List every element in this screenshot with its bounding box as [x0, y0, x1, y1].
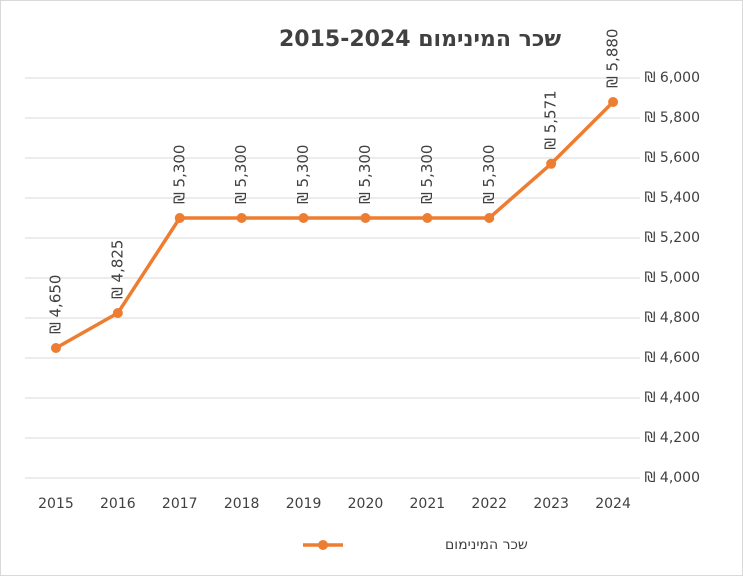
y-tick-label: ₪ 6,000	[644, 70, 700, 86]
y-tick-label: ₪ 5,600	[644, 150, 700, 166]
data-label: ₪ 4,650	[46, 275, 64, 334]
data-label: ₪ 5,300	[294, 145, 312, 204]
point	[112, 308, 123, 318]
data-label: ₪ 5,880	[604, 29, 622, 88]
y-tick-label: ₪ 5,000	[644, 270, 700, 286]
series-line	[55, 100, 615, 350]
point	[50, 343, 61, 353]
point	[608, 97, 619, 107]
y-tick-label: ₪ 4,200	[644, 430, 700, 446]
x-tick-label: 2022	[471, 496, 507, 512]
point	[174, 213, 185, 223]
data-label: ₪ 5,300	[480, 145, 498, 204]
legend-label: שכר המינימום	[445, 537, 528, 553]
x-tick-label: 2017	[162, 496, 198, 512]
x-tick-label: 2018	[224, 496, 260, 512]
y-tick-label: ₪ 4,600	[644, 350, 700, 366]
data-label: ₪ 5,300	[418, 145, 436, 204]
legend-marker	[318, 540, 328, 550]
point	[422, 213, 433, 223]
point	[360, 213, 371, 223]
x-tick-label: 2019	[286, 496, 322, 512]
x-tick-label: 2016	[100, 496, 136, 512]
y-tick-label: ₪ 5,200	[644, 230, 700, 246]
x-tick-label: 2023	[533, 496, 569, 512]
data-label: ₪ 5,300	[170, 145, 188, 204]
x-tick-label: 2024	[595, 496, 631, 512]
chart-title: שכר המינימום 2015-2024	[279, 27, 561, 52]
y-tick-label: ₪ 5,800	[644, 110, 700, 126]
point	[236, 213, 247, 223]
x-tick-label: 2021	[410, 496, 446, 512]
y-tick-label: ₪ 5,400	[644, 190, 700, 206]
data-label: ₪ 5,571	[542, 90, 560, 149]
x-tick-label: 2020	[348, 496, 384, 512]
point	[484, 213, 495, 223]
data-label: ₪ 5,300	[356, 145, 374, 204]
y-tick-label: ₪ 4,400	[644, 390, 700, 406]
data-label: ₪ 4,825	[108, 240, 126, 299]
data-label: ₪ 5,300	[232, 145, 250, 204]
y-tick-label: ₪ 4,800	[644, 310, 700, 326]
x-tick-label: 2015	[38, 496, 74, 512]
y-tick-label: ₪ 4,000	[644, 470, 700, 486]
point	[546, 158, 557, 169]
point	[298, 213, 309, 223]
